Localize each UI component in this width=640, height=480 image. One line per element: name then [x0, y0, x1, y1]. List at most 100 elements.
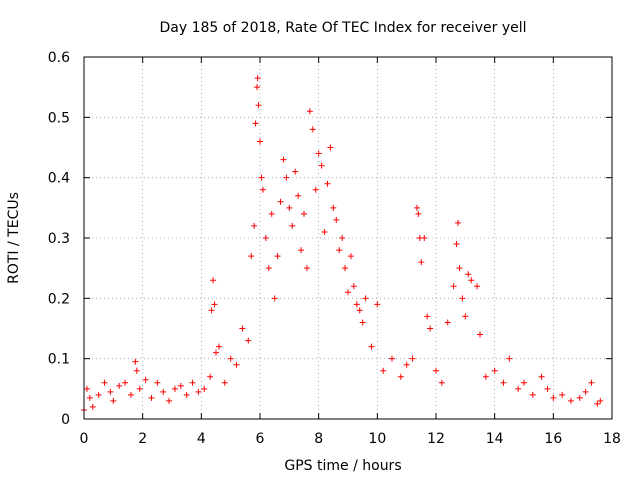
data-point: [286, 204, 293, 211]
data-point: [347, 253, 354, 260]
y-tick-label: 0.5: [48, 110, 70, 126]
data-point: [258, 174, 265, 181]
data-point: [350, 283, 357, 290]
data-point: [339, 235, 346, 241]
data-point: [154, 379, 161, 386]
data-point: [277, 198, 284, 205]
data-point: [107, 388, 114, 395]
data-point: [306, 108, 313, 115]
x-tick-label: 2: [138, 431, 147, 447]
data-point: [262, 235, 269, 241]
data-point: [208, 307, 215, 314]
data-point: [233, 361, 240, 368]
x-tick-label: 8: [314, 431, 323, 447]
data-point: [195, 388, 202, 395]
data-point: [362, 295, 369, 302]
data-point: [95, 391, 102, 398]
data-point: [324, 180, 331, 187]
data-point: [101, 379, 108, 386]
data-point: [201, 385, 208, 392]
data-point: [268, 210, 275, 217]
data-point: [456, 265, 463, 272]
data-point: [257, 138, 263, 145]
data-point: [211, 301, 218, 308]
data-points: [81, 75, 604, 413]
data-point: [433, 367, 439, 374]
data-point: [274, 253, 281, 260]
data-point: [455, 219, 461, 226]
data-point: [255, 102, 262, 109]
data-point: [132, 358, 139, 365]
data-point: [292, 168, 299, 175]
data-point: [333, 216, 340, 223]
data-point: [438, 379, 445, 386]
y-axis-label: ROTI / TECUs: [6, 192, 22, 284]
data-point: [245, 337, 252, 344]
data-point: [110, 397, 117, 404]
x-tick-label: 0: [80, 431, 89, 447]
y-tick-labels: 0 0.1 0.2 0.3 0.4 0.5 0.6: [48, 50, 70, 428]
data-point: [474, 283, 481, 290]
data-point: [142, 376, 149, 383]
data-point: [427, 325, 434, 332]
data-point: [424, 313, 431, 320]
data-point: [368, 343, 375, 350]
data-point: [597, 397, 604, 404]
data-point: [303, 265, 310, 272]
data-point: [215, 343, 222, 350]
data-point: [421, 235, 428, 241]
data-point: [374, 301, 381, 308]
data-point: [327, 144, 334, 151]
data-point: [330, 204, 337, 211]
data-point: [254, 84, 261, 91]
data-point: [550, 394, 557, 401]
data-point: [500, 379, 507, 386]
data-point: [356, 307, 363, 314]
data-point: [289, 222, 296, 229]
data-point: [213, 349, 219, 356]
data-point: [309, 126, 316, 133]
data-point: [468, 277, 475, 284]
data-point: [122, 379, 129, 386]
data-point: [380, 367, 387, 374]
x-tick-label: 12: [427, 431, 445, 447]
data-point: [207, 373, 214, 380]
data-point: [415, 210, 422, 217]
data-point: [301, 210, 307, 217]
data-point: [506, 355, 513, 362]
data-point: [582, 388, 589, 395]
data-point: [576, 394, 583, 401]
chart-title: Day 185 of 2018, Rate Of TEC Index for r…: [159, 20, 526, 36]
data-point: [397, 373, 404, 380]
x-tick-label: 14: [486, 431, 504, 447]
data-point: [271, 295, 278, 302]
y-tick-label: 0.6: [48, 50, 70, 66]
data-point: [413, 204, 420, 211]
data-point: [86, 394, 93, 401]
data-point: [248, 253, 255, 260]
x-tick-label: 4: [197, 431, 206, 447]
data-point: [336, 247, 343, 254]
data-point: [259, 186, 266, 193]
data-point: [477, 331, 483, 338]
data-point: [521, 379, 527, 386]
x-tick-label: 10: [368, 431, 386, 447]
data-point: [482, 373, 489, 380]
data-point: [588, 379, 595, 386]
data-point: [559, 391, 566, 398]
y-tick-label: 0.4: [48, 171, 70, 187]
x-axis-label: GPS time / hours: [284, 458, 401, 474]
x-tick-label: 16: [544, 431, 562, 447]
data-point: [254, 75, 261, 82]
data-point: [183, 391, 190, 398]
data-point: [450, 283, 457, 290]
data-point: [252, 120, 259, 127]
data-point: [418, 259, 425, 266]
data-point: [491, 367, 498, 374]
data-point: [315, 150, 322, 157]
data-point: [538, 373, 545, 380]
data-point: [116, 382, 123, 389]
data-point: [166, 397, 173, 404]
data-point: [465, 271, 472, 278]
data-point: [312, 186, 319, 193]
